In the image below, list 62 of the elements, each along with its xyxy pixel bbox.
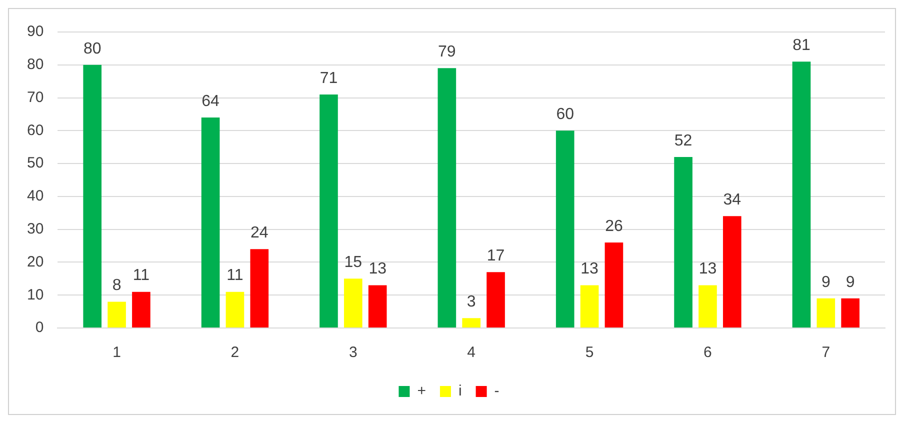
data-label: 9 — [821, 274, 830, 291]
data-label: 17 — [486, 247, 505, 264]
data-label: 9 — [846, 274, 855, 291]
bar — [344, 278, 362, 328]
x-tick-label: 7 — [822, 344, 830, 362]
bar — [83, 64, 102, 328]
data-label: 13 — [368, 260, 387, 278]
x-tick-label: 1 — [112, 344, 121, 362]
data-label: 24 — [250, 224, 268, 242]
data-label: 3 — [466, 294, 476, 311]
bar — [698, 285, 717, 328]
legend-label: i — [458, 382, 462, 400]
data-label: 71 — [320, 70, 338, 87]
y-tick-label: 40 — [26, 188, 44, 205]
bar — [792, 62, 811, 328]
bar — [132, 292, 150, 328]
bar — [250, 249, 269, 328]
data-label: 34 — [723, 192, 742, 209]
data-label: 79 — [438, 44, 456, 61]
bar — [320, 94, 338, 328]
bar — [604, 242, 624, 328]
bar — [722, 216, 742, 328]
y-tick-label: 80 — [26, 56, 44, 74]
bar — [438, 68, 456, 328]
y-tick-label: 70 — [26, 88, 44, 106]
bar — [226, 292, 244, 328]
data-label: 52 — [674, 132, 692, 150]
y-tick-label: 0 — [35, 319, 44, 336]
y-tick-label: 60 — [26, 122, 44, 139]
data-label: 11 — [226, 267, 244, 284]
x-tick-label: 3 — [348, 344, 358, 362]
bar — [486, 272, 505, 328]
bar — [556, 130, 574, 328]
data-label: 60 — [556, 106, 574, 124]
data-label: 13 — [698, 260, 717, 278]
data-label: 11 — [132, 267, 150, 284]
y-tick-label: 20 — [26, 253, 44, 270]
bar — [580, 285, 599, 328]
y-tick-label: 10 — [26, 286, 44, 304]
data-label: 64 — [202, 92, 220, 110]
x-tick-label: 5 — [585, 344, 594, 362]
data-label: 81 — [792, 37, 810, 54]
data-label: 26 — [605, 218, 623, 235]
legend-label: - — [494, 382, 500, 400]
x-tick-label: 2 — [230, 344, 240, 362]
bar — [201, 118, 220, 328]
bar — [674, 156, 692, 328]
bar — [816, 298, 836, 328]
data-label: 15 — [344, 254, 362, 272]
x-tick-label: 6 — [704, 344, 712, 362]
data-label: 8 — [112, 277, 122, 294]
y-tick-label: 30 — [26, 220, 44, 238]
data-label: 13 — [580, 260, 599, 278]
data-label: 80 — [83, 40, 102, 58]
bar — [108, 302, 126, 328]
legend-label: + — [417, 382, 426, 400]
bar — [841, 298, 860, 328]
y-tick-label: 90 — [26, 23, 44, 40]
x-tick-label: 4 — [467, 344, 476, 362]
y-tick-label: 50 — [26, 154, 44, 172]
bar — [462, 318, 480, 328]
bar — [368, 285, 387, 328]
